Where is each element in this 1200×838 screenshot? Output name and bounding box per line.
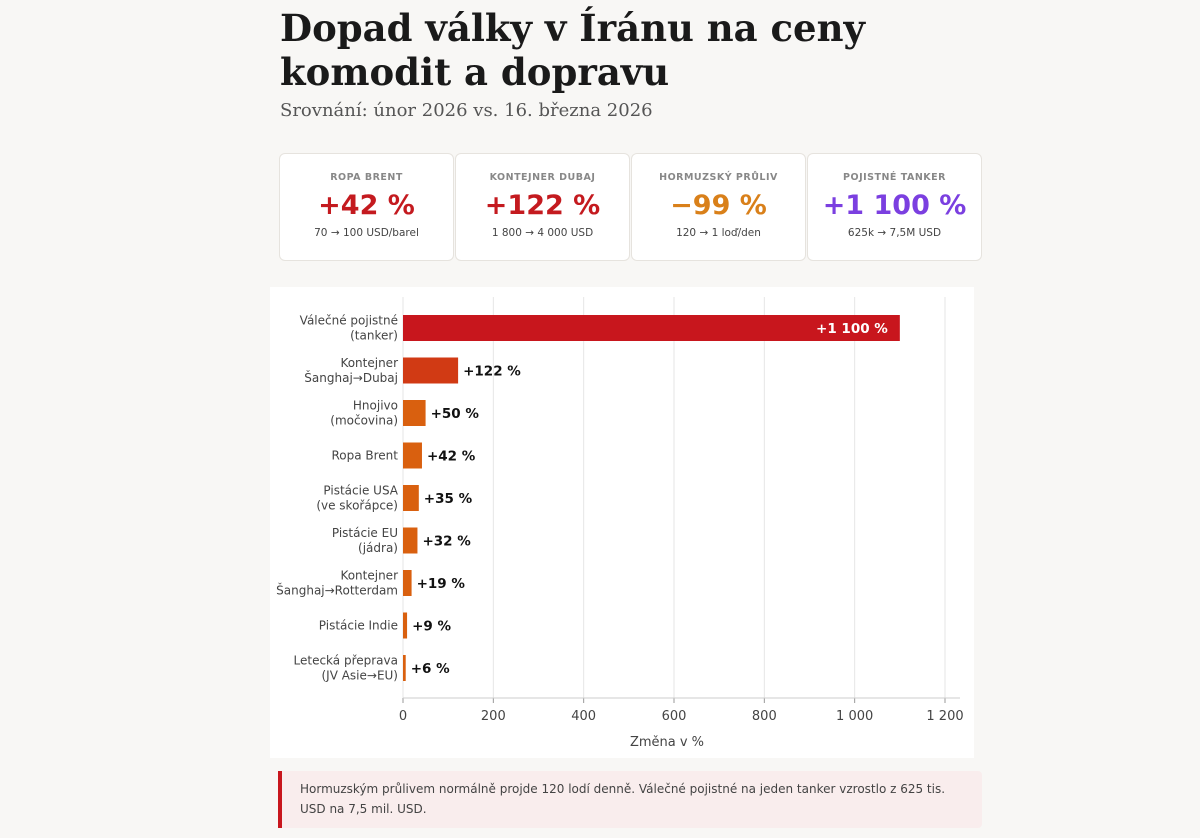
data-label: +35 % <box>424 491 473 507</box>
x-tick-label: 1 200 <box>926 709 963 724</box>
category-label: Pistácie EU <box>332 526 398 540</box>
data-label: +19 % <box>417 576 466 592</box>
x-axis-label: Změna v % <box>630 735 704 750</box>
category-label: (tanker) <box>350 329 398 343</box>
bar <box>403 570 412 596</box>
x-tick-label: 400 <box>571 709 596 724</box>
category-label: Hnojivo <box>353 399 398 413</box>
x-tick-label: 0 <box>399 709 407 724</box>
data-label: +122 % <box>463 364 521 380</box>
bar <box>403 357 459 384</box>
category-label: Pistácie USA <box>323 484 398 498</box>
kpi-cards: ROPA BRENT +42 % 70 → 100 USD/barel KONTEJ… <box>279 153 982 261</box>
kpi-label: HORMUZSKÝ PRŮLIV <box>659 172 778 183</box>
kpi-label: POJISTNÉ TANKER <box>843 172 946 183</box>
info-note: Hormuzským průlivem normálně projde 120 … <box>278 771 982 828</box>
kpi-value: +122 % <box>484 190 601 221</box>
category-label: (močovina) <box>330 414 398 428</box>
category-label: Šanghaj→Rotterdam <box>276 583 398 598</box>
chart-panel: 0 200 400 600 800 1 000 1 200 Změna v % Válečné … <box>270 287 974 758</box>
bar <box>403 612 408 639</box>
data-label: +1 100 % <box>816 321 888 337</box>
bar <box>403 315 900 341</box>
category-label: Kontejner <box>340 356 398 370</box>
x-tick-label: 1 000 <box>836 709 873 724</box>
kpi-label: KONTEJNER DUBAJ <box>489 172 596 183</box>
kpi-detail: 70 → 100 USD/barel <box>314 227 419 239</box>
x-tick-label: 800 <box>752 709 777 724</box>
bar <box>403 527 418 554</box>
data-label: +9 % <box>412 619 451 635</box>
category-label: Letecká přeprava <box>294 654 398 668</box>
x-tick-label: 200 <box>481 709 506 724</box>
page-title: Dopad války v Íránu na ceny komodit a do… <box>280 6 865 94</box>
bar <box>403 442 422 469</box>
subtitle: Srovnání: únor 2026 vs. 16. března 2026 <box>280 100 653 121</box>
kpi-value: +42 % <box>318 190 415 221</box>
category-label: (ve skořápce) <box>316 499 398 513</box>
kpi-detail: 625k → 7,5M USD <box>847 227 942 239</box>
kpi-label: ROPA BRENT <box>330 172 403 183</box>
data-label: +32 % <box>422 534 471 550</box>
category-label: Kontejner <box>340 569 398 583</box>
data-label: +50 % <box>431 406 480 422</box>
bar-chart: 0 200 400 600 800 1 000 1 200 Změna v % Válečné … <box>276 297 964 750</box>
kpi-card-container: KONTEJNER DUBAJ +122 % 1 800 → 4 000 USD <box>455 153 630 261</box>
kpi-card-hormuz: HORMUZSKÝ PRŮLIV −99 % 120 → 1 loď/den <box>631 153 806 261</box>
data-label: +42 % <box>427 449 476 465</box>
category-label: (jádra) <box>358 541 398 555</box>
category-label: Šanghaj→Dubaj <box>304 370 398 385</box>
category-label: Válečné pojistné <box>300 314 398 328</box>
bar <box>403 485 419 511</box>
kpi-card-brent: ROPA BRENT +42 % 70 → 100 USD/barel <box>279 153 454 261</box>
category-label: (JV Asie→EU) <box>321 669 398 683</box>
x-tick-label: 600 <box>662 709 687 724</box>
kpi-card-insurance: POJISTNÉ TANKER +1 100 % 625k → 7,5M USD <box>807 153 982 261</box>
kpi-value: −99 % <box>670 190 767 221</box>
kpi-detail: 120 → 1 loď/den <box>676 227 761 239</box>
bar <box>403 655 406 681</box>
category-label: Ropa Brent <box>331 449 398 463</box>
kpi-detail: 1 800 → 4 000 USD <box>491 227 594 239</box>
category-label: Pistácie Indie <box>319 619 398 633</box>
kpi-value: +1 100 % <box>822 190 967 221</box>
data-label: +6 % <box>411 661 450 677</box>
bar <box>403 400 426 426</box>
